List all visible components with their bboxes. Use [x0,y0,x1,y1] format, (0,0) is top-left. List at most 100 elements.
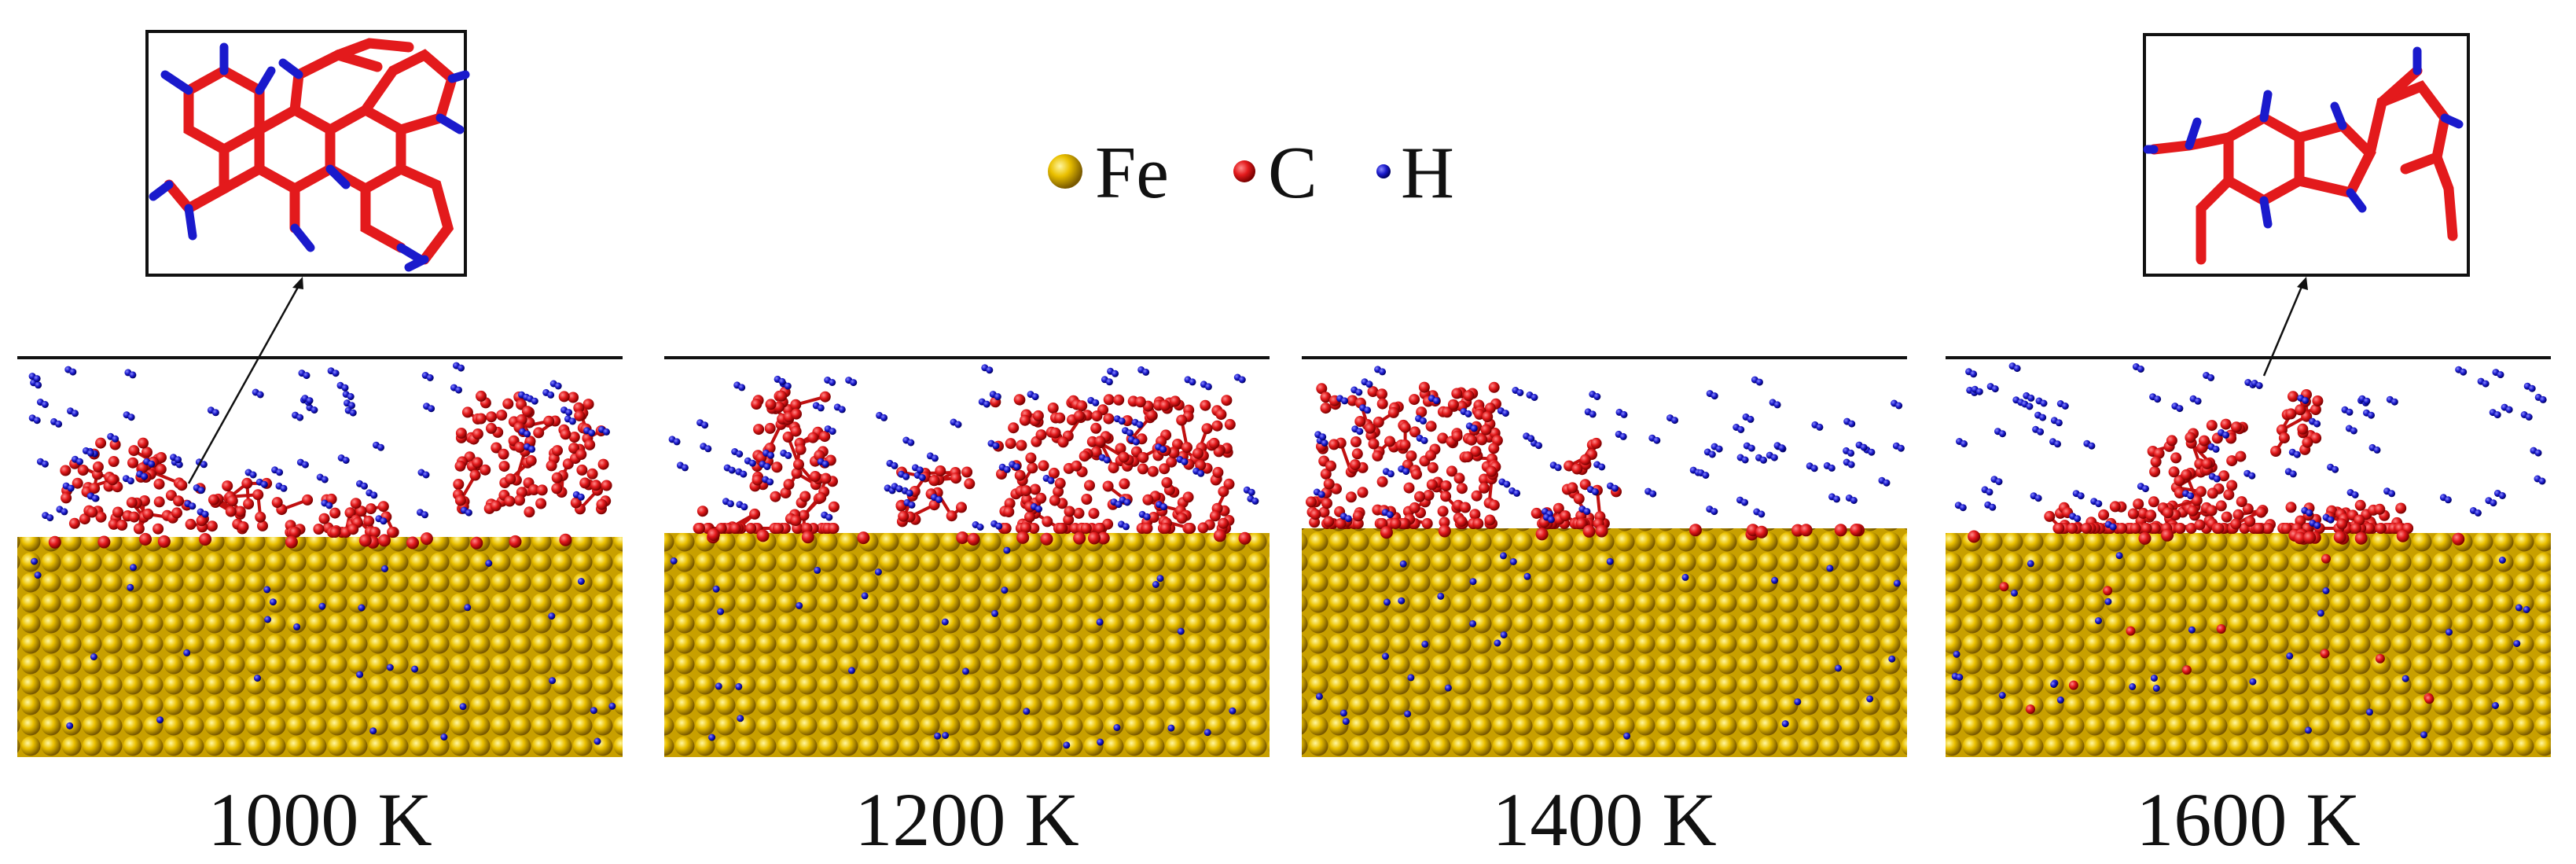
carbon-atom [536,484,548,496]
carbon-atom [2185,523,2197,534]
dissolved-hydrogen-atom [1342,718,1350,726]
dissolved-hydrogen-atom [1794,698,1802,706]
hydrogen-atom [189,502,197,510]
carbon-atom [1409,394,1420,406]
carbon-atom [95,511,107,523]
carbon-atom [1218,486,1229,498]
hydrogen-atom [426,374,434,381]
carbon-atom [1025,452,1037,464]
carbon-atom [377,501,389,513]
carbon-atom [828,523,840,534]
dissolved-hydrogen-atom [2401,675,2409,682]
dissolved-hydrogen-atom [2115,552,2123,560]
carbon-atom [1409,426,1420,438]
carbon-atom [2221,511,2232,523]
hydrogen-atom [1513,489,1521,497]
carbon-atom [2350,523,2361,534]
hydrogen-atom [577,493,585,501]
hydrogen-atom [1589,410,1597,418]
dissolved-hydrogen-atom [1421,640,1429,648]
legend-item-fe: Fe [1048,132,1169,214]
carbon-atom [1427,461,1439,473]
dissolved-hydrogen-atom [1956,674,1964,681]
carbon-atom [2133,498,2144,510]
dissolved-hydrogen-atom [735,682,743,690]
dissolved-hydrogen-atom [941,618,949,626]
carbon-atom [1328,439,1339,450]
surface-carbon-atom [1595,524,1608,538]
carbon-atom [1182,491,1194,503]
dissolved-hydrogen-atom [90,653,97,660]
hydrogen-atom [784,382,792,390]
carbon-atom [1418,381,1430,393]
carbon-atom [745,523,757,534]
hydrogen-atom [1715,445,1723,453]
hydrogen-atom [2213,475,2221,483]
dissolved-hydrogen-atom [670,557,678,564]
carbon-atom [1579,454,1591,465]
hydrogen-atom [1118,417,1126,425]
carbon-atom [313,524,325,535]
dissolved-hydrogen-atom [2515,604,2523,612]
carbon-atom [486,411,498,423]
carbon-atom [86,506,98,518]
dissolved-carbon-atom [2375,653,2385,664]
hydrogen-atom [1503,480,1511,488]
hydrogen-atom [249,471,257,479]
hydrogen-atom [1554,464,1562,472]
carbon-atom [1354,416,1366,427]
carbon-atom [770,491,781,502]
carbon-atom [234,506,246,517]
carbon-atom [173,495,185,507]
carbon-atom [1398,518,1410,529]
carbon-atom [1073,507,1085,519]
dissolved-hydrogen-atom [2027,560,2034,568]
hydrogen-atom [1758,510,1766,518]
carbon-atom [1318,506,1330,518]
carbon-atom [1567,482,1578,494]
hydrogen-atom [2332,465,2339,473]
dissolved-hydrogen-atom [1826,564,1834,572]
dissolved-hydrogen-atom [715,682,722,690]
hydrogen-atom [994,393,1001,401]
carbon-atom [764,422,776,434]
hydrogen-atom [276,469,284,476]
carbon-atom [365,503,377,515]
hydrogen-atom [2141,485,2149,493]
carbon-atom [791,408,802,420]
surface-carbon-atom [801,531,814,544]
carbon-atom [2149,523,2161,534]
carbon-atom [2098,509,2110,520]
hydrogen-atom [850,379,858,387]
dissolved-hydrogen-atom [459,703,467,711]
carbon-atom [107,474,119,486]
hydrogen-atom [1591,488,1599,496]
hydrogen-atom [1711,392,1718,400]
hydrogen-atom [588,429,596,437]
hydrogen-atom [69,368,77,376]
carbon-atom [1351,448,1363,460]
hydrogen-atom [2207,374,2215,381]
hydrogen-atom [1364,406,1372,414]
carbon-atom [1115,443,1126,454]
carbon-atom [1425,421,1437,432]
hydrogen-atom [1760,456,1767,464]
carbon-atom [2354,499,2366,511]
carbon-atom [2067,523,2078,534]
carbon-atom [1137,452,1149,463]
hydrogen-atom [954,421,962,428]
carbon-atom [1440,491,1452,502]
dissolved-hydrogen-atom [2286,652,2294,660]
carbon-atom [95,437,107,449]
carbon-atom [472,428,483,439]
hydrogen-atom [2493,411,2501,419]
dissolved-hydrogen-atom [1398,597,1406,605]
hydrogen-atom [986,366,994,374]
carbon-atom [496,410,508,421]
hydrogen-atom [1115,501,1123,509]
hydrogen-atom [2528,384,2536,392]
dissolved-carbon-atom [2126,626,2136,636]
hydrogen-atom [1160,503,1168,511]
hydrogen-atom [1619,432,1627,440]
